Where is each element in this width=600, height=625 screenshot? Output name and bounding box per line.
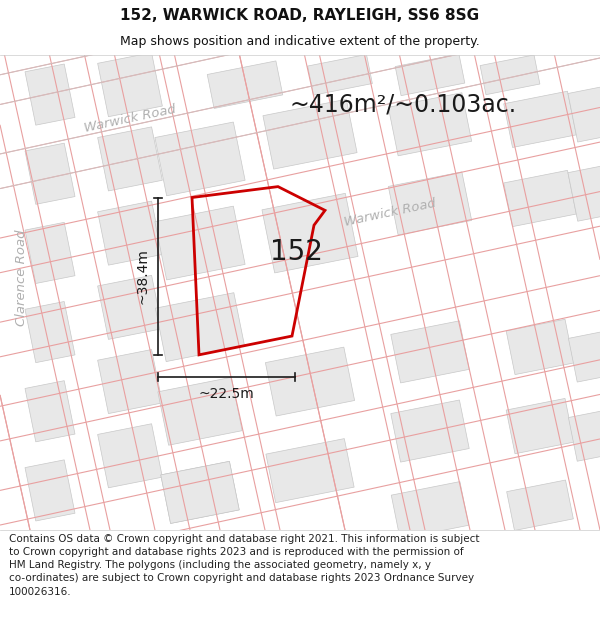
Polygon shape xyxy=(391,400,469,462)
Text: ~22.5m: ~22.5m xyxy=(199,386,254,401)
Text: 152: 152 xyxy=(270,238,323,266)
Polygon shape xyxy=(480,55,540,94)
Polygon shape xyxy=(568,411,600,461)
Polygon shape xyxy=(98,201,163,265)
Text: Clarence Road: Clarence Road xyxy=(16,229,29,326)
Polygon shape xyxy=(391,321,469,383)
Polygon shape xyxy=(388,92,472,156)
Polygon shape xyxy=(262,193,358,273)
Polygon shape xyxy=(568,166,600,221)
Polygon shape xyxy=(504,91,576,148)
Polygon shape xyxy=(98,276,163,339)
Text: Warwick Road: Warwick Road xyxy=(83,103,177,136)
Polygon shape xyxy=(207,61,283,109)
Text: Warwick Road: Warwick Road xyxy=(343,198,437,229)
Text: Map shows position and indicative extent of the property.: Map shows position and indicative extent… xyxy=(120,35,480,48)
Polygon shape xyxy=(98,424,163,488)
Polygon shape xyxy=(388,172,472,235)
Text: 152, WARWICK ROAD, RAYLEIGH, SS6 8SG: 152, WARWICK ROAD, RAYLEIGH, SS6 8SG xyxy=(121,8,479,23)
Text: Contains OS data © Crown copyright and database right 2021. This information is : Contains OS data © Crown copyright and d… xyxy=(9,534,479,597)
Polygon shape xyxy=(265,347,355,416)
Polygon shape xyxy=(155,292,245,362)
Polygon shape xyxy=(568,87,600,142)
Polygon shape xyxy=(98,52,163,117)
Polygon shape xyxy=(395,54,465,96)
Polygon shape xyxy=(568,332,600,382)
Polygon shape xyxy=(25,460,75,521)
Polygon shape xyxy=(155,122,245,196)
Polygon shape xyxy=(391,482,469,539)
Polygon shape xyxy=(506,399,574,454)
Polygon shape xyxy=(25,301,75,362)
Polygon shape xyxy=(506,480,574,531)
Polygon shape xyxy=(504,171,576,227)
Text: ~416m²/~0.103ac.: ~416m²/~0.103ac. xyxy=(290,92,517,116)
Polygon shape xyxy=(161,461,239,524)
Polygon shape xyxy=(158,378,242,445)
Polygon shape xyxy=(155,206,245,280)
Polygon shape xyxy=(266,439,354,503)
Polygon shape xyxy=(25,222,75,284)
Polygon shape xyxy=(25,143,75,204)
Polygon shape xyxy=(98,127,163,191)
Polygon shape xyxy=(25,381,75,442)
Polygon shape xyxy=(161,461,239,524)
Polygon shape xyxy=(25,64,75,125)
Polygon shape xyxy=(263,99,357,169)
Polygon shape xyxy=(506,319,574,374)
Polygon shape xyxy=(98,349,163,414)
Text: ~38.4m: ~38.4m xyxy=(136,248,150,304)
Polygon shape xyxy=(308,54,373,95)
